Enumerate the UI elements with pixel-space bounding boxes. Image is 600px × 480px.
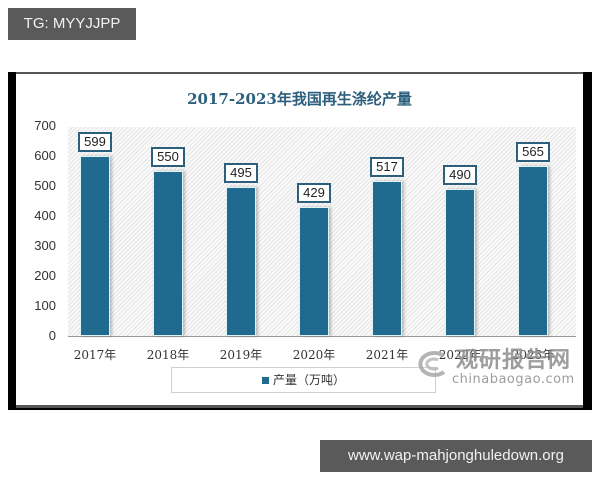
bar	[445, 189, 475, 336]
legend-label: 产量（万吨）	[272, 373, 345, 387]
x-tick: 2017年	[73, 348, 117, 362]
x-tick: 2021年	[365, 348, 409, 362]
publisher-watermark: 观研报告网 chinabaogao.com	[414, 342, 584, 392]
bar	[226, 187, 256, 336]
bar	[372, 181, 402, 336]
x-axis-line	[68, 336, 576, 337]
data-label: 599	[78, 132, 112, 152]
y-tick: 500	[34, 178, 56, 193]
bar	[299, 207, 329, 336]
data-label: 429	[297, 183, 331, 203]
y-tick: 100	[34, 298, 56, 313]
data-label: 495	[224, 163, 258, 183]
data-label: 517	[370, 157, 404, 177]
bar	[153, 171, 183, 336]
x-tick: 2023年	[511, 348, 555, 362]
x-tick: 2022年	[438, 348, 482, 362]
chart-title: 2017-2023年我国再生涤纶产量	[187, 90, 412, 108]
x-tick: 2019年	[219, 348, 263, 362]
x-tick: 2020年	[292, 348, 336, 362]
publisher-name: 观研报告网	[456, 348, 572, 373]
chart-canvas: 2017-2023年我国再生涤纶产量 700 600 500 400 300 2…	[16, 72, 583, 408]
bar	[518, 166, 548, 336]
y-tick: 200	[34, 268, 56, 283]
publisher-domain: chinabaogao.com	[452, 372, 575, 387]
y-tick: 300	[34, 238, 56, 253]
bottom-watermark-tag: www.wap-mahjonghuledown.org	[320, 440, 592, 472]
publisher-logo-icon	[418, 351, 446, 377]
chart-legend: 产量（万吨）	[171, 367, 436, 393]
chart-frame: 2017-2023年我国再生涤纶产量 700 600 500 400 300 2…	[8, 72, 592, 410]
y-tick: 400	[34, 208, 56, 223]
x-tick: 2018年	[146, 348, 190, 362]
data-label: 550	[151, 147, 185, 167]
bar	[80, 156, 110, 336]
legend-swatch-icon	[261, 377, 269, 384]
y-tick: 0	[48, 328, 56, 343]
y-tick: 700	[34, 118, 56, 133]
top-watermark-tag: TG: MYYJJPP	[8, 8, 136, 40]
data-label: 565	[516, 142, 550, 162]
data-label: 490	[443, 165, 477, 185]
y-tick: 600	[34, 148, 56, 163]
